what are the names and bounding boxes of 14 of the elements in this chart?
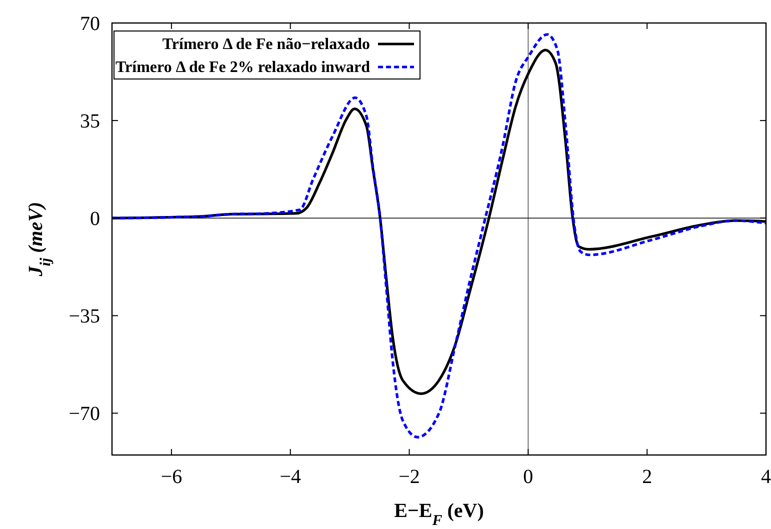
y-tick-label: −35 bbox=[68, 306, 100, 328]
x-tick-label: 4 bbox=[761, 466, 771, 488]
y-tick-label: 0 bbox=[90, 208, 100, 230]
legend-label: Trímero Δ de Fe não−relaxado bbox=[162, 36, 370, 53]
y-tick-label: 70 bbox=[80, 13, 100, 35]
y-tick-label: −70 bbox=[68, 403, 100, 426]
x-tick-label: −6 bbox=[160, 466, 182, 488]
x-tick-label: −2 bbox=[398, 466, 420, 488]
legend-label: Trímero Δ de Fe 2% relaxado inward bbox=[116, 59, 370, 76]
x-tick-label: 2 bbox=[642, 466, 652, 488]
x-tick-label: 0 bbox=[523, 466, 534, 488]
x-axis-title: E−E$_{F}$ (eV) bbox=[394, 500, 484, 529]
y-tick-label: 35 bbox=[80, 110, 100, 133]
x-tick-label: −4 bbox=[280, 466, 302, 488]
